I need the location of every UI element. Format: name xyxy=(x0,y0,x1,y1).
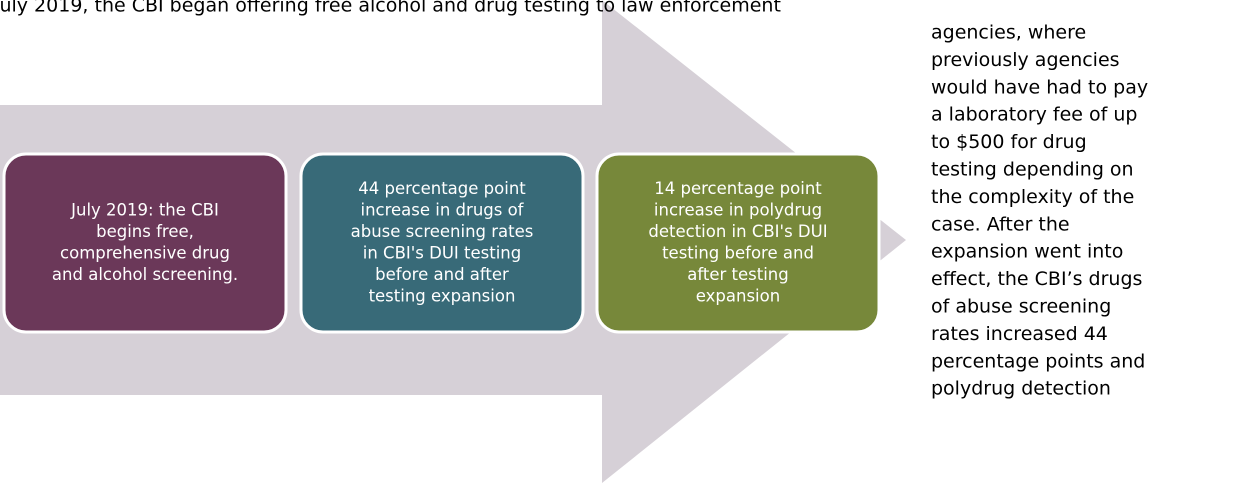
side-text: of abuse screening xyxy=(931,296,1111,318)
side-text: previously agencies xyxy=(931,49,1120,71)
box-text: before and after xyxy=(375,265,509,284)
side-text: to $500 for drug xyxy=(931,131,1087,153)
box-text: 14 percentage point xyxy=(654,179,822,198)
side-text: agencies, where xyxy=(931,22,1086,44)
side-text: percentage points and xyxy=(931,350,1145,372)
step-box xyxy=(2,152,288,334)
box-text: increase in polydrug xyxy=(654,200,822,219)
side-text: the complexity of the xyxy=(931,186,1134,208)
side-text: polydrug detection xyxy=(931,378,1111,400)
box-text: July 2019: the CBI xyxy=(70,200,219,219)
intro-line: r July 2019, the CBI began offering free… xyxy=(0,0,781,17)
box-text: expansion xyxy=(696,286,780,305)
box-text: testing before and xyxy=(662,243,814,262)
box-text: in CBI's DUI testing xyxy=(363,243,521,262)
box-text: testing expansion xyxy=(369,286,516,305)
side-text: rates increased 44 xyxy=(931,323,1108,345)
side-text: expansion went into xyxy=(931,241,1123,263)
side-text: testing depending on xyxy=(931,159,1134,181)
box-text: detection in CBI's DUI xyxy=(648,222,827,241)
box-text: abuse screening rates xyxy=(351,222,534,241)
box-text: 44 percentage point xyxy=(358,179,526,198)
side-text: a laboratory fee of up xyxy=(931,104,1137,126)
box-text: and alcohol screening. xyxy=(52,265,238,284)
box-text: begins free, xyxy=(96,222,194,241)
step-box xyxy=(299,152,585,334)
side-text: effect, the CBI’s drugs xyxy=(931,268,1142,290)
box-text: after testing xyxy=(687,265,788,284)
side-text: would have had to pay xyxy=(931,76,1148,98)
side-text: case. After the xyxy=(931,213,1070,235)
box-text: increase in drugs of xyxy=(360,200,524,219)
box-text: comprehensive drug xyxy=(60,243,230,262)
step-box xyxy=(595,152,881,334)
